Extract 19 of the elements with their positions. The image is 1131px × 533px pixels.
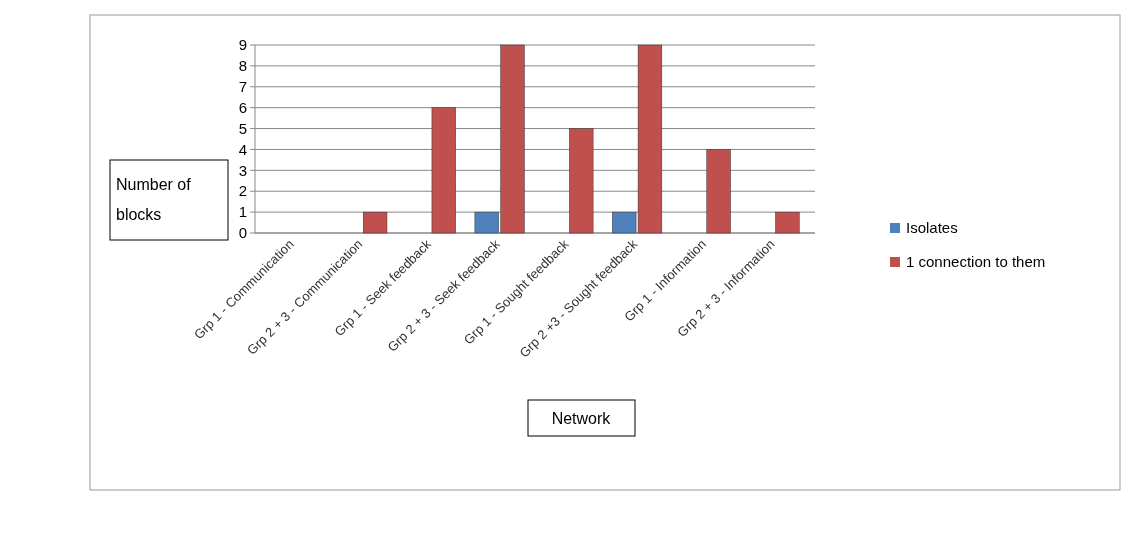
legend-label: Isolates — [906, 219, 958, 237]
bar — [706, 149, 731, 234]
y-axis-title: Number of blocks — [116, 175, 192, 225]
y-tick-label: 8 — [238, 57, 247, 75]
y-tick-label: 3 — [238, 161, 247, 179]
y-tick-label: 5 — [238, 119, 247, 137]
bar — [431, 107, 456, 234]
bar — [362, 211, 388, 234]
y-tick-label: 6 — [238, 98, 247, 116]
y-tick-label: 9 — [238, 36, 247, 54]
legend-label: 1 connection to them — [906, 253, 1046, 271]
y-tick-label: 0 — [238, 224, 247, 242]
x-axis-title: Network — [551, 409, 612, 427]
y-tick-label: 1 — [238, 203, 247, 221]
bar — [569, 128, 594, 234]
y-tick-label: 7 — [238, 78, 247, 96]
y-tick-label: 4 — [238, 140, 247, 158]
y-tick-label: 2 — [238, 182, 247, 200]
bar — [775, 211, 800, 234]
